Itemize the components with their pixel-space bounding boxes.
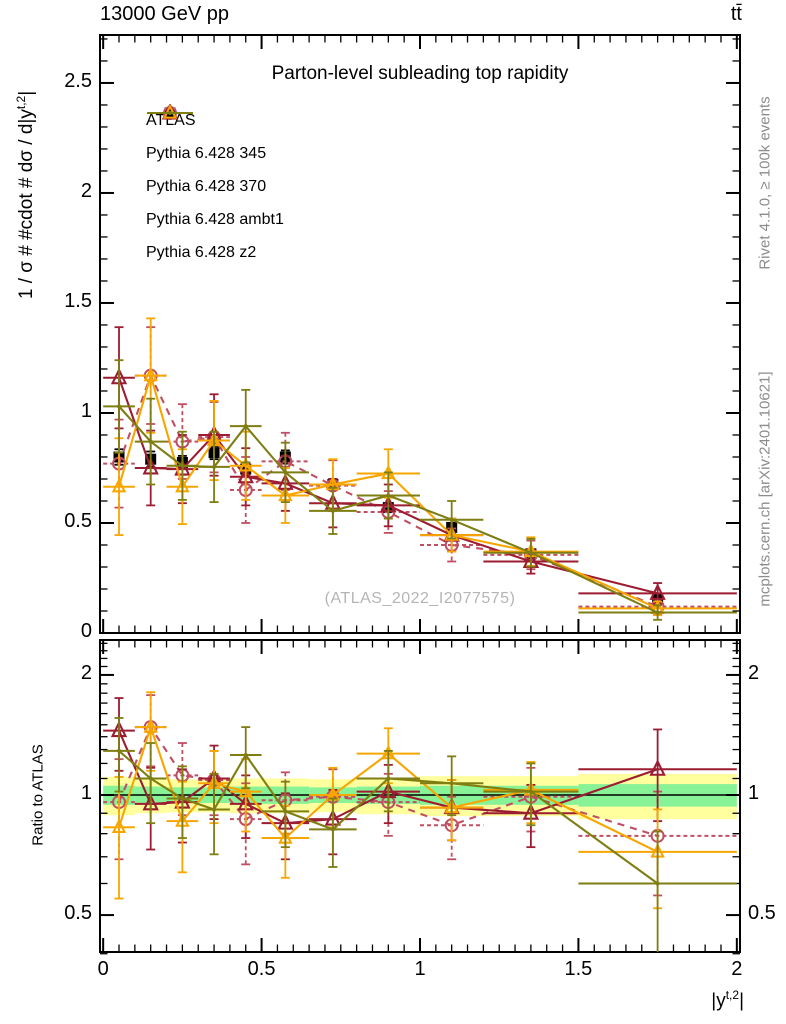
legend: ATLAS Pythia 6.428 345 Pythia 6.428 370 Pyt… bbox=[146, 104, 284, 269]
beam-energy-label: 13000 GeV pp bbox=[100, 3, 229, 25]
ratio-y-tick-label-right: 1 bbox=[748, 782, 760, 804]
x-tick-label: 1.5 bbox=[564, 958, 593, 980]
legend-label-p370: Pythia 6.428 370 bbox=[146, 177, 267, 195]
legend-label-ambt1: Pythia 6.428 ambt1 bbox=[146, 210, 284, 228]
legend-label-p345: Pythia 6.428 345 bbox=[146, 144, 267, 162]
legend-item-p370: Pythia 6.428 370 bbox=[146, 104, 284, 203]
ratio-y-tick-label-left: 0.5 bbox=[64, 902, 92, 925]
x-axis-label: |yt,2| bbox=[711, 988, 744, 1012]
mcplots-credit-note: mcplots.cern.ch [arXiv:2401.10621] bbox=[756, 371, 774, 607]
x-tick-label: 0.5 bbox=[247, 958, 276, 980]
main-y-tick-label: 1 bbox=[80, 399, 92, 422]
rivet-version-note: Rivet 4.1.0, ≥ 100k events bbox=[756, 96, 774, 270]
legend-item-p345: Pythia 6.428 345 bbox=[146, 106, 284, 170]
ratio-y-tick-label-left: 1 bbox=[80, 782, 92, 804]
series-p345-main bbox=[103, 326, 737, 616]
plot-title: Parton-level subleading top rapidity bbox=[271, 63, 569, 84]
x-tick-label: 1 bbox=[414, 958, 426, 980]
legend-label-z2: Pythia 6.428 z2 bbox=[146, 243, 257, 261]
series-z2-main bbox=[103, 359, 737, 621]
series-z2-ratio bbox=[103, 717, 737, 952]
main-y-tick-label: 2 bbox=[80, 179, 92, 202]
x-tick-label: 2 bbox=[731, 958, 743, 980]
main-y-tick-label: 0 bbox=[80, 620, 92, 642]
main-y-axis-label-text: 1 / σ # #cdot # dσ / d|y bbox=[16, 109, 38, 300]
legend-item-ambt1: Pythia 6.428 ambt1 bbox=[146, 104, 284, 236]
watermark: (ATLAS_2022_I2077575) bbox=[324, 590, 516, 607]
legend-marker-z2-icon bbox=[147, 111, 193, 115]
x-tick-label: 0 bbox=[97, 958, 109, 980]
x-axis-label-bar: | bbox=[739, 990, 744, 1012]
x-axis-label-sup: t,2 bbox=[725, 988, 740, 1002]
legend-label-atlas: ATLAS bbox=[146, 111, 196, 129]
ratio-y-tick-label-right: 2 bbox=[748, 661, 760, 684]
x-axis-label-text: |y bbox=[711, 990, 726, 1012]
main-y-axis-label-sup: t,2 bbox=[13, 95, 28, 110]
process-label: tt̄ bbox=[730, 3, 742, 25]
main-panel-frame bbox=[99, 34, 741, 634]
main-y-tick-label: 0.5 bbox=[64, 509, 92, 532]
main-y-tick-label: 2.5 bbox=[64, 69, 92, 92]
ratio-y-tick-label-right: 0.5 bbox=[748, 902, 776, 925]
legend-item-z2: Pythia 6.428 z2 bbox=[146, 111, 284, 269]
ratio-y-tick-label-left: 2 bbox=[80, 661, 92, 684]
ratio-panel-frame bbox=[99, 639, 741, 955]
main-y-tick-label: 1.5 bbox=[64, 289, 92, 312]
